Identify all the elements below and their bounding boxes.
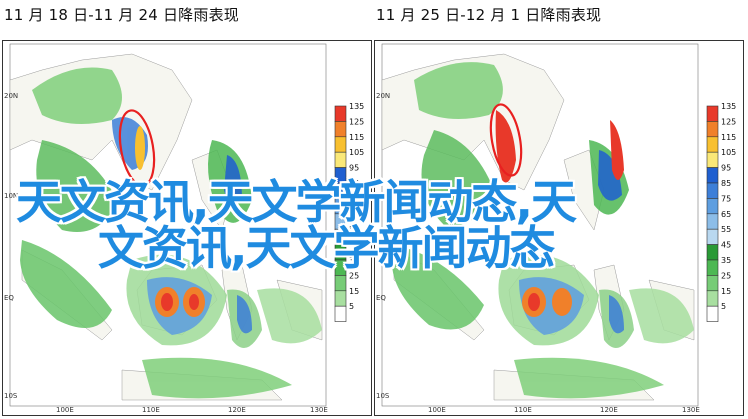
highlight-circle	[118, 109, 156, 187]
rainfall-area-green	[392, 62, 694, 399]
overlay-text-line2: 文资讯,天文学新闻动态	[98, 221, 555, 275]
colorbar-label: 65	[349, 210, 359, 219]
colorbar-swatch	[706, 290, 719, 307]
colorbar-label: 35	[349, 256, 359, 265]
colorbar-right: 135 125 115 105 95 85 75 65 55 45 35 25 15 5	[706, 102, 736, 322]
svg-text:130E: 130E	[310, 406, 328, 414]
colorbar-swatch	[706, 228, 719, 245]
colorbar-label: 125	[721, 117, 736, 126]
lon-labels: 100E 110E 120E 130E	[428, 406, 700, 414]
rainfall-hotspots	[135, 126, 205, 317]
colorbar-label: 105	[721, 148, 736, 157]
colorbar-label: 35	[721, 256, 731, 265]
colorbar-swatch	[334, 305, 347, 322]
svg-text:110E: 110E	[142, 406, 160, 414]
svg-text:120E: 120E	[228, 406, 246, 414]
rainfall-map-left: 20N 10N EQ 10S 100E 110E 120E 130E 135 12…	[2, 40, 372, 416]
svg-text:10N: 10N	[376, 192, 390, 200]
lat-labels: 20N 10N EQ 10S	[376, 92, 390, 400]
colorbar-label: 5	[721, 302, 726, 311]
svg-text:120E: 120E	[600, 406, 618, 414]
colorbar-label: 75	[721, 194, 731, 203]
colorbar-swatch	[706, 305, 719, 322]
colorbar-label: 15	[721, 287, 731, 296]
colorbar-label: 115	[721, 133, 736, 142]
colorbar-swatch	[706, 167, 719, 184]
lat-labels: 20N 10N EQ 10S	[4, 92, 18, 400]
colorbar-label: 25	[349, 271, 359, 280]
svg-text:110E: 110E	[514, 406, 532, 414]
colorbar-label: 45	[721, 241, 731, 250]
colorbar-label: 135	[349, 102, 364, 111]
svg-text:EQ: EQ	[4, 294, 14, 302]
map-canvas-right: 20N 10N EQ 10S 100E 110E 120E 130E 135 12…	[374, 40, 744, 416]
highlight-circle	[489, 103, 523, 177]
colorbar-swatch	[706, 121, 719, 138]
panel-title-left: 11 月 18 日-11 月 24 日降雨表现	[4, 6, 239, 24]
colorbar-label: 5	[349, 302, 354, 311]
colorbar-label: 15	[349, 287, 359, 296]
colorbar-swatch	[334, 290, 347, 307]
colorbar-swatch	[334, 136, 347, 153]
lon-labels: 100E 110E 120E 130E	[56, 406, 328, 414]
svg-text:10S: 10S	[4, 392, 18, 400]
colorbar-swatch	[706, 136, 719, 153]
colorbar-label: 85	[721, 179, 731, 188]
colorbar-label: 95	[349, 164, 359, 173]
svg-text:20N: 20N	[4, 92, 18, 100]
svg-text:10S: 10S	[376, 392, 390, 400]
colorbar-swatch	[706, 151, 719, 168]
colorbar-swatch	[706, 105, 719, 122]
svg-text:100E: 100E	[428, 406, 446, 414]
svg-text:130E: 130E	[682, 406, 700, 414]
colorbar-swatch	[706, 259, 719, 276]
colorbar-label: 55	[721, 225, 731, 234]
svg-text:10N: 10N	[4, 192, 18, 200]
map-canvas-left: 20N 10N EQ 10S 100E 110E 120E 130E 135 12…	[2, 40, 372, 416]
colorbar-swatch	[706, 182, 719, 199]
colorbar-label: 105	[349, 148, 364, 157]
colorbar-swatch	[706, 213, 719, 230]
colorbar-left: 135 125 115 105 95 85 75 65 55 45 35 25 15 5	[334, 102, 364, 322]
overlay-text-line1: 天文资讯,天文学新闻动态,天	[16, 175, 577, 229]
colorbar-label: 115	[349, 133, 364, 142]
svg-text:EQ: EQ	[376, 294, 386, 302]
colorbar-label: 85	[349, 179, 359, 188]
colorbar-swatch	[334, 121, 347, 138]
colorbar-label: 55	[349, 225, 359, 234]
rainfall-map-right: 20N 10N EQ 10S 100E 110E 120E 130E 135 12…	[374, 40, 744, 416]
colorbar-swatch	[706, 244, 719, 261]
colorbar-label: 135	[721, 102, 736, 111]
colorbar-swatch	[334, 105, 347, 122]
svg-text:20N: 20N	[376, 92, 390, 100]
colorbar-label: 25	[721, 271, 731, 280]
panel-title-right: 11 月 25 日-12 月 1 日降雨表现	[376, 6, 602, 24]
colorbar-swatch	[706, 275, 719, 292]
colorbar-label: 125	[349, 117, 364, 126]
rainfall-hotspots	[495, 110, 624, 317]
colorbar-label: 65	[721, 210, 731, 219]
colorbar-swatch	[706, 198, 719, 215]
colorbar-label: 45	[349, 241, 359, 250]
colorbar-label: 95	[721, 164, 731, 173]
colorbar-label: 75	[349, 194, 359, 203]
svg-text:100E: 100E	[56, 406, 74, 414]
